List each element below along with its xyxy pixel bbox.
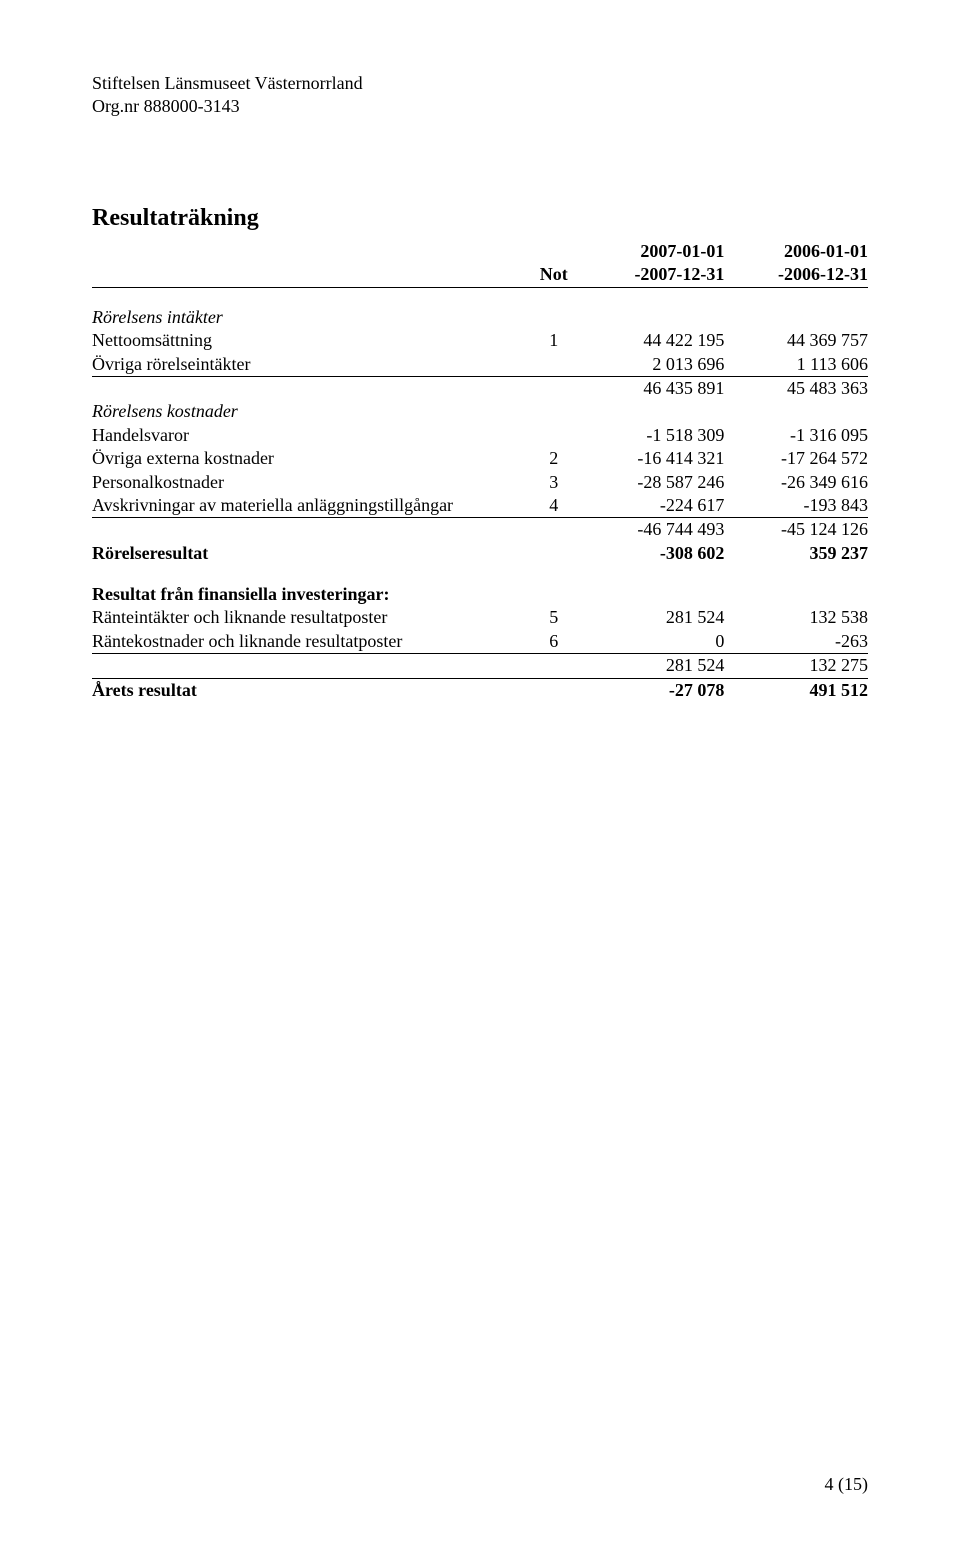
row-value-c2: -17 264 572 [724, 447, 868, 470]
row-value-c2: -193 843 [724, 494, 868, 518]
table-row: Nettoomsättning 1 44 422 195 44 369 757 [92, 329, 868, 352]
row-label: Handelsvaror [92, 424, 527, 447]
row-value-c2: 44 369 757 [724, 329, 868, 352]
company-name: Stiftelsen Länsmuseet Västernorrland [92, 72, 868, 95]
row-note: 1 [527, 329, 581, 352]
row-value-c1: -28 587 246 [581, 471, 725, 494]
section-heading-row: Rörelsens intäkter [92, 306, 868, 329]
row-label: Avskrivningar av materiella anläggningst… [92, 494, 527, 518]
col2-period-start: 2006-01-01 [724, 240, 868, 263]
row-value-c1: 46 435 891 [581, 376, 725, 400]
row-value-c1: -1 518 309 [581, 424, 725, 447]
income-statement-table: 2007-01-01 2006-01-01 Not -2007-12-31 -2… [92, 240, 868, 702]
col-not-header: Not [527, 263, 581, 287]
section-heading-row: Rörelsens kostnader [92, 400, 868, 423]
org-number: Org.nr 888000-3143 [92, 95, 868, 118]
row-label: Årets resultat [92, 678, 527, 702]
page-header: Stiftelsen Länsmuseet Västernorrland Org… [92, 72, 868, 117]
section-heading: Resultat från finansiella investeringar: [92, 583, 527, 606]
section-heading: Rörelsens intäkter [92, 306, 527, 329]
row-value-c1: 281 524 [581, 654, 725, 678]
row-value-c2: -45 124 126 [724, 518, 868, 542]
table-row: Övriga externa kostnader 2 -16 414 321 -… [92, 447, 868, 470]
row-value-c1: -46 744 493 [581, 518, 725, 542]
row-note: 6 [527, 630, 581, 654]
table-header-row-2: Not -2007-12-31 -2006-12-31 [92, 263, 868, 287]
table-row: Ränteintäkter och liknande resultatposte… [92, 606, 868, 629]
table-row: Avskrivningar av materiella anläggningst… [92, 494, 868, 518]
table-row: Övriga rörelseintäkter 2 013 696 1 113 6… [92, 353, 868, 377]
table-header-row-1: 2007-01-01 2006-01-01 [92, 240, 868, 263]
row-value-c1: -224 617 [581, 494, 725, 518]
col2-period-end: -2006-12-31 [724, 263, 868, 287]
col1-period-start: 2007-01-01 [581, 240, 725, 263]
row-value-c1: 2 013 696 [581, 353, 725, 377]
row-value-c1: 44 422 195 [581, 329, 725, 352]
row-note: 3 [527, 471, 581, 494]
row-label: Personalkostnader [92, 471, 527, 494]
row-value-c1: 0 [581, 630, 725, 654]
table-row: Räntekostnader och liknande resultatpost… [92, 630, 868, 654]
row-value-c2: 132 275 [724, 654, 868, 678]
row-label: Rörelseresultat [92, 542, 527, 565]
row-value-c2: 491 512 [724, 678, 868, 702]
row-value-c1: -16 414 321 [581, 447, 725, 470]
section-heading: Rörelsens kostnader [92, 400, 527, 423]
subtotal-row: -46 744 493 -45 124 126 [92, 518, 868, 542]
row-value-c2: -1 316 095 [724, 424, 868, 447]
table-row: Personalkostnader 3 -28 587 246 -26 349 … [92, 471, 868, 494]
row-label: Nettoomsättning [92, 329, 527, 352]
row-value-c2: -263 [724, 630, 868, 654]
row-value-c2: 45 483 363 [724, 376, 868, 400]
row-label: Ränteintäkter och liknande resultatposte… [92, 606, 527, 629]
row-value-c2: 1 113 606 [724, 353, 868, 377]
row-value-c1: -27 078 [581, 678, 725, 702]
row-value-c1: -308 602 [581, 542, 725, 565]
table-row: Handelsvaror -1 518 309 -1 316 095 [92, 424, 868, 447]
row-label: Övriga externa kostnader [92, 447, 527, 470]
row-label: Övriga rörelseintäkter [92, 353, 527, 377]
col1-period-end: -2007-12-31 [581, 263, 725, 287]
row-note: 2 [527, 447, 581, 470]
year-result-row: Årets resultat -27 078 491 512 [92, 678, 868, 702]
page-number: 4 (15) [825, 1474, 869, 1495]
row-note: 5 [527, 606, 581, 629]
row-label: Räntekostnader och liknande resultatpost… [92, 630, 527, 654]
row-value-c2: 359 237 [724, 542, 868, 565]
page-title: Resultaträkning [92, 205, 868, 232]
row-note: 4 [527, 494, 581, 518]
operating-result-row: Rörelseresultat -308 602 359 237 [92, 542, 868, 565]
subtotal-row: 46 435 891 45 483 363 [92, 376, 868, 400]
section-heading-row: Resultat från finansiella investeringar: [92, 583, 868, 606]
row-value-c2: -26 349 616 [724, 471, 868, 494]
subtotal-row: 281 524 132 275 [92, 654, 868, 678]
row-value-c2: 132 538 [724, 606, 868, 629]
row-value-c1: 281 524 [581, 606, 725, 629]
